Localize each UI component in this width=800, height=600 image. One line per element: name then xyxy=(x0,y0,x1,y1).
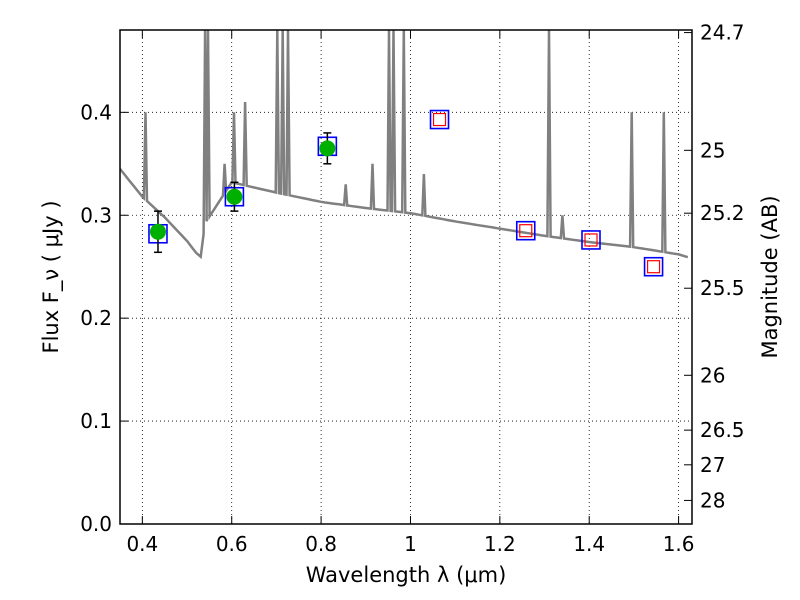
y-tick-label: 0.2 xyxy=(80,306,112,330)
x-tick-label: 0.8 xyxy=(305,532,337,556)
spectrum-line xyxy=(120,30,689,260)
photometry-points xyxy=(148,109,664,277)
x-tick-label: 1 xyxy=(404,532,417,556)
y-axis-title: Flux F_ν ( μJy ) xyxy=(39,200,64,353)
right-tick-label: 27 xyxy=(700,453,725,477)
observed-point xyxy=(226,188,243,205)
model-photometry-square xyxy=(515,220,536,241)
right-axis-title: Magnitude (AB) xyxy=(758,195,782,358)
observed-point xyxy=(149,223,166,240)
x-tick-label: 0.4 xyxy=(126,532,158,556)
model-photometry-square xyxy=(643,256,664,277)
x-tick-label: 0.6 xyxy=(216,532,248,556)
right-tick-label: 25.2 xyxy=(700,201,745,225)
right-tick-label: 24.7 xyxy=(700,21,745,45)
right-tick-label: 28 xyxy=(700,488,725,512)
right-tick-label: 26 xyxy=(700,363,725,387)
right-tick-label: 25.5 xyxy=(700,276,745,300)
upper-limit-square xyxy=(646,260,661,274)
y-tick-label: 0.0 xyxy=(80,512,112,536)
observed-point xyxy=(319,140,336,157)
y-tick-label: 0.3 xyxy=(80,203,112,227)
y-tick-label: 0.4 xyxy=(80,100,112,124)
upper-limit-square xyxy=(584,233,598,247)
model-spectrum xyxy=(120,30,689,260)
x-tick-label: 1.4 xyxy=(573,532,605,556)
right-tick-label: 26.5 xyxy=(700,418,745,442)
right-tick-label: 25 xyxy=(700,138,725,162)
model-photometry-square xyxy=(581,230,601,250)
x-tick-label: 1.6 xyxy=(663,532,695,556)
upper-limit-square xyxy=(519,224,533,238)
upper-limit-square xyxy=(432,112,447,127)
axis-ticks: 0.4 0.6 0.8 1 1.2 1.4 1.6 0.0 0.1 0.2 0.3 0.4 24.7 25… xyxy=(80,21,744,556)
x-axis-title: Wavelength λ (μm) xyxy=(306,563,507,587)
y-tick-label: 0.1 xyxy=(80,409,112,433)
plot-frame xyxy=(119,29,693,525)
model-photometry-square xyxy=(429,109,450,130)
x-tick-label: 1.2 xyxy=(484,532,516,556)
